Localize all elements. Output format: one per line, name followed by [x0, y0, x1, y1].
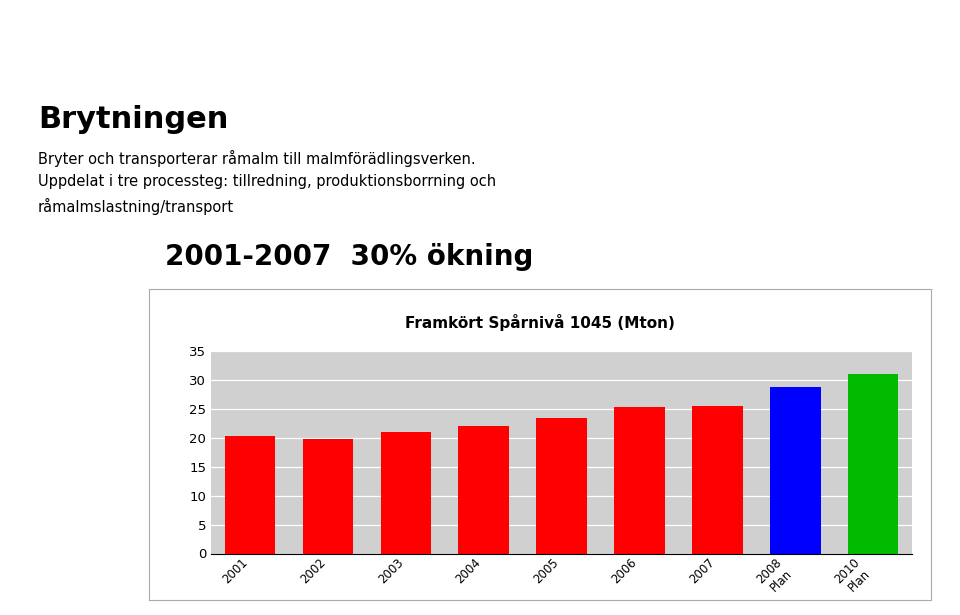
Bar — [770, 387, 821, 554]
Text: Brytningen: Brytningen — [38, 105, 228, 134]
Text: Framkört Spårnivå 1045 (Mton): Framkört Spårnivå 1045 (Mton) — [405, 314, 675, 331]
Text: LKAB: LKAB — [34, 21, 148, 59]
Bar — [848, 375, 899, 554]
Text: 2001-2007  30% ökning: 2001-2007 30% ökning — [165, 243, 534, 271]
Bar — [614, 407, 664, 554]
Text: Uppdelat i tre processteg: tillredning, produktionsborrning och: Uppdelat i tre processteg: tillredning, … — [38, 174, 496, 189]
Text: Bryter och transporterar råmalm till malmförädlingsverken.: Bryter och transporterar råmalm till mal… — [38, 150, 475, 167]
Bar — [537, 418, 587, 554]
Bar — [692, 406, 743, 554]
Bar — [302, 438, 353, 554]
Text: råmalmslastning/transport: råmalmslastning/transport — [38, 198, 234, 215]
Bar — [380, 432, 431, 554]
Bar — [459, 426, 509, 554]
Bar — [225, 437, 276, 554]
